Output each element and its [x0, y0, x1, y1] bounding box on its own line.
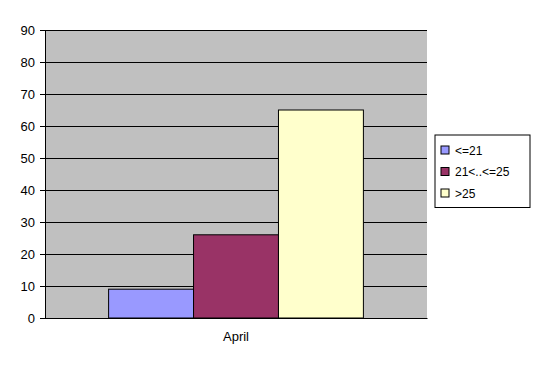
grid-line	[45, 30, 427, 31]
legend-label: 21<..<=25	[455, 165, 510, 179]
grid-line	[45, 94, 427, 95]
grid-line	[45, 318, 427, 319]
x-axis: April	[46, 319, 428, 345]
bar	[194, 235, 279, 318]
grid-line	[45, 190, 427, 191]
tick-label: 40	[21, 183, 35, 198]
legend-label: <=21	[455, 144, 483, 158]
grid-line	[45, 62, 427, 63]
bar	[278, 110, 363, 318]
tick-mark	[40, 158, 45, 159]
chart: 0 10 20 30 40 50 60 70 80 90 April <=21 21<..<=25 >25	[0, 0, 536, 367]
legend-box	[435, 135, 530, 208]
tick-label: 50	[21, 151, 35, 166]
tick-label: 30	[21, 215, 35, 230]
grid-line	[45, 222, 427, 223]
tick-mark	[40, 62, 45, 63]
tick: April	[223, 329, 249, 344]
tick: 50	[21, 151, 45, 166]
tick-mark	[40, 318, 45, 319]
axis-line	[45, 31, 46, 319]
axis-line	[46, 318, 428, 319]
tick-mark	[40, 94, 45, 95]
plot-area	[45, 30, 427, 318]
tick-label: 90	[21, 23, 35, 38]
tick-mark	[40, 286, 45, 287]
grid-line	[45, 126, 427, 127]
tick: 70	[21, 87, 45, 102]
tick-label: 80	[21, 55, 35, 70]
tick-label: 0	[28, 311, 35, 326]
tick: 30	[21, 215, 45, 230]
tick-mark	[40, 126, 45, 127]
tick: 20	[21, 247, 45, 262]
tick-label: April	[223, 329, 249, 344]
grid-line	[45, 158, 427, 159]
tick-label: 10	[21, 279, 35, 294]
tick-label: 70	[21, 87, 35, 102]
grid	[45, 31, 427, 319]
tick: 40	[21, 183, 45, 198]
tick-mark	[40, 222, 45, 223]
tick-mark	[40, 254, 45, 255]
tick: 10	[21, 279, 45, 294]
tick: 60	[21, 119, 45, 134]
y-axis: 0 10 20 30 40 50 60 70 80 90	[21, 23, 46, 326]
legend-swatch	[441, 168, 449, 176]
bars	[109, 110, 364, 318]
tick: 80	[21, 55, 45, 70]
tick-label: 20	[21, 247, 35, 262]
tick-mark	[40, 190, 45, 191]
legend: <=21 21<..<=25 >25	[435, 135, 530, 208]
legend-label: >25	[455, 187, 476, 201]
tick: 0	[28, 311, 45, 326]
legend-swatch	[441, 189, 449, 197]
bar	[109, 289, 194, 318]
tick-label: 60	[21, 119, 35, 134]
legend-swatch	[441, 146, 449, 154]
tick-mark	[40, 30, 45, 31]
tick: 90	[21, 23, 45, 38]
